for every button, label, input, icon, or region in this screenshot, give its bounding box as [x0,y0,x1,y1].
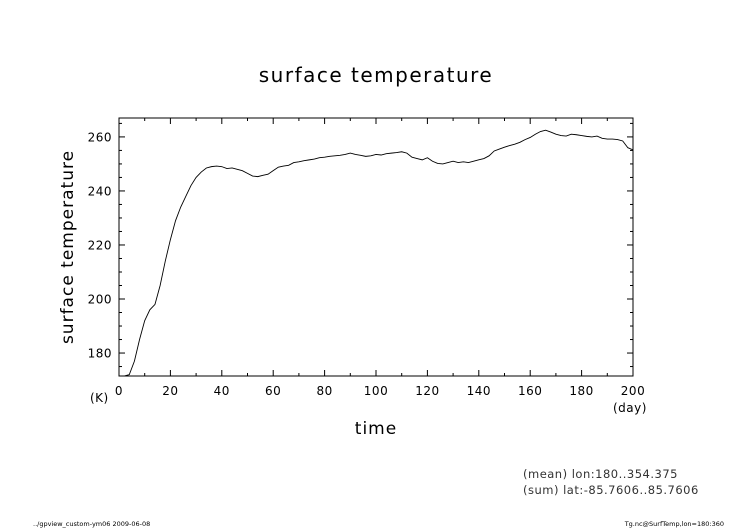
x-tick-label: 20 [162,384,178,398]
mean-note: (mean) lon:180..354.375 [523,467,678,481]
x-axis-label: time [355,419,397,439]
y-axis-label: surface temperature [58,150,78,344]
series-line [119,129,634,377]
x-tick-label: 40 [214,384,230,398]
plot-frame [118,117,634,377]
x-tick-label: 160 [518,384,542,398]
y-tick-label: 240 [88,184,112,198]
y-tick-label: 220 [88,238,112,252]
x-axis-ticks: 0 20 40 60 80 100 120 140 160 180 200 [115,118,645,398]
chart-title: surface temperature [259,63,494,87]
y-tick-label: 180 [88,347,112,361]
y-tick-label: 200 [88,293,112,307]
plot-area: 0 20 40 60 80 100 120 140 160 180 200 180 200 220 240… [88,117,645,398]
x-unit-label: (day) [613,401,647,415]
y-axis-ticks: 180 200 220 240 260 [88,122,633,368]
x-tick-label: 140 [467,384,491,398]
x-tick-label: 100 [364,384,388,398]
x-tick-label: 60 [265,384,281,398]
y-tick-label: 260 [88,130,112,144]
x-tick-label: 120 [415,384,439,398]
sum-note: (sum) lat:-85.7606..85.7606 [523,483,699,497]
footer-right: Tg.nc@SurfTemp,lon=180:360 [624,520,724,528]
x-tick-label: 0 [115,384,123,398]
x-tick-label: 180 [569,384,593,398]
footer-left: ../gpview_custom-ym06 2009-06-08 [33,520,150,528]
x-tick-label: 200 [621,384,645,398]
y-unit-label: (K) [90,391,109,405]
x-tick-label: 80 [316,384,332,398]
